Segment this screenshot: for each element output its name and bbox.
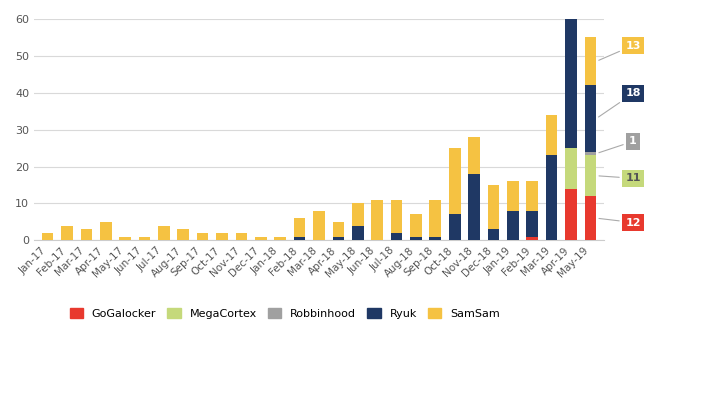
Bar (352, 203, 364, 226)
Bar (487, 229, 499, 240)
Bar (507, 181, 518, 211)
Bar (468, 137, 480, 174)
Text: 1: 1 (599, 136, 637, 153)
Bar (391, 233, 402, 240)
Bar (120, 237, 131, 240)
Bar (333, 222, 344, 237)
Bar (565, 0, 577, 148)
Bar (449, 215, 461, 240)
Bar (430, 237, 441, 240)
Bar (391, 200, 402, 233)
Bar (372, 200, 383, 240)
Legend: GoGalocker, MegaCortex, Robbinhood, Ryuk, SamSam: GoGalocker, MegaCortex, Robbinhood, Ryuk… (65, 304, 505, 323)
Bar (313, 211, 325, 240)
Bar (216, 233, 228, 240)
Bar (526, 237, 538, 240)
Text: 13: 13 (599, 40, 641, 60)
Bar (410, 215, 422, 237)
Bar (410, 237, 422, 240)
Bar (61, 226, 73, 240)
Bar (352, 226, 364, 240)
Bar (565, 188, 577, 240)
Bar (585, 85, 596, 152)
Text: 12: 12 (599, 217, 641, 228)
Bar (546, 155, 557, 240)
Bar (197, 233, 209, 240)
Bar (274, 237, 286, 240)
Bar (294, 218, 305, 237)
Bar (294, 237, 305, 240)
Bar (177, 229, 189, 240)
Bar (546, 115, 557, 155)
Bar (585, 196, 596, 240)
Bar (487, 185, 499, 229)
Bar (468, 174, 480, 240)
Bar (585, 155, 596, 196)
Bar (565, 148, 577, 188)
Bar (526, 211, 538, 237)
Bar (100, 222, 112, 240)
Bar (81, 229, 92, 240)
Bar (507, 211, 518, 240)
Bar (42, 233, 53, 240)
Bar (235, 233, 247, 240)
Bar (526, 181, 538, 211)
Bar (585, 38, 596, 85)
Bar (585, 152, 596, 155)
Bar (255, 237, 266, 240)
Bar (449, 148, 461, 215)
Bar (430, 200, 441, 237)
Text: 11: 11 (599, 173, 641, 183)
Text: 18: 18 (598, 89, 641, 117)
Bar (158, 226, 170, 240)
Bar (139, 237, 150, 240)
Bar (333, 237, 344, 240)
